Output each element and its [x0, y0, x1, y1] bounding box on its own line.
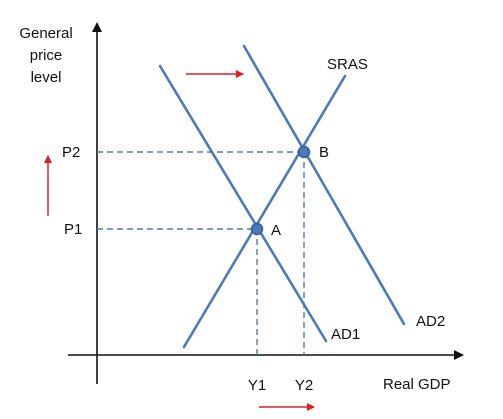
ad1-curve [158, 64, 328, 343]
ad2-label: AD2 [416, 313, 445, 330]
p2-label: P2 [62, 144, 80, 161]
point-b-marker [297, 145, 311, 159]
y-axis-label-line-2: price [30, 47, 63, 64]
p1-label: P1 [64, 221, 82, 238]
y-axis-label-line-3: level [31, 69, 62, 86]
y1-label: Y1 [248, 377, 266, 394]
ad1-label: AD1 [331, 326, 360, 343]
point-b-label: B [319, 144, 329, 161]
y2-label: Y2 [295, 377, 313, 394]
sras-curve [182, 74, 347, 349]
ad2-curve [242, 44, 406, 326]
sras-label: SRAS [327, 56, 368, 73]
x-axis-label: Real GDP [383, 376, 451, 393]
point-a-marker [250, 222, 264, 236]
y-axis-label-line-1: General [19, 25, 72, 42]
point-a-label: A [271, 222, 281, 239]
